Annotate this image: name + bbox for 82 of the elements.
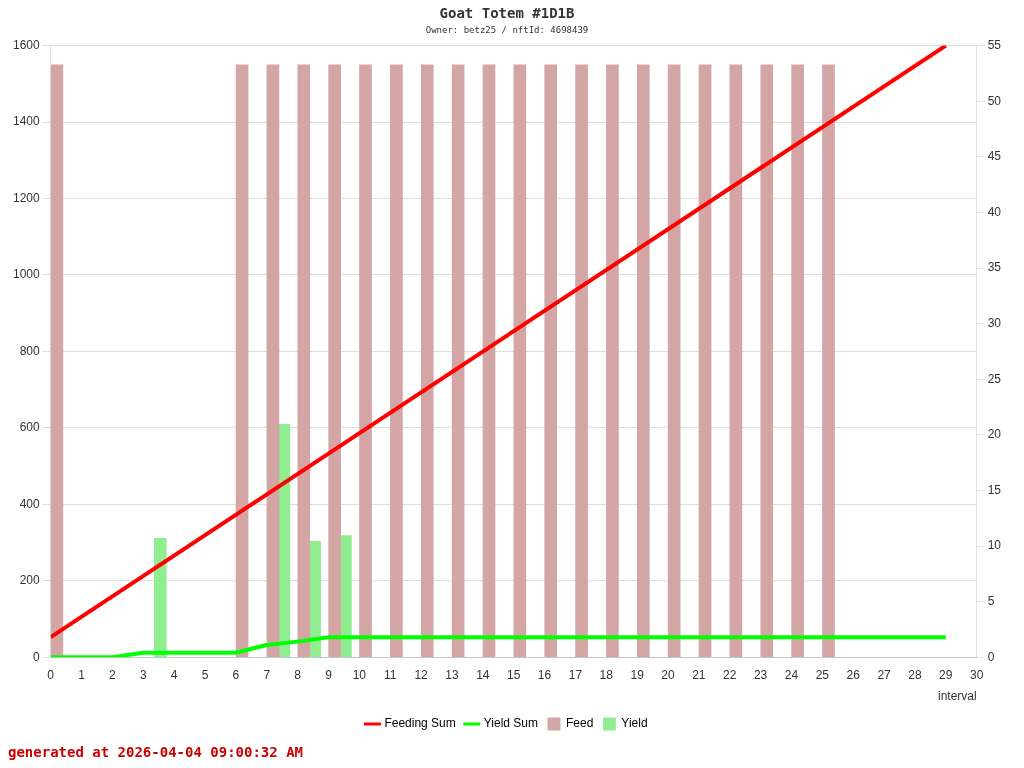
y2-tick-label: 20	[987, 427, 1002, 442]
y-tick-label: 600	[19, 420, 41, 435]
x-tick-label: 10	[352, 667, 367, 682]
x-tick-label: 26	[846, 667, 861, 682]
x-tick-label: 29	[939, 667, 953, 682]
y2-tick-label: 25	[987, 371, 1002, 386]
y2-tick-label: 30	[987, 315, 1002, 330]
legend-label: Feed	[566, 716, 594, 731]
x-tick-label: 21	[692, 667, 706, 682]
bar	[390, 64, 403, 658]
y-tick-label: 1200	[12, 190, 41, 205]
bar	[451, 64, 465, 658]
y-tick-label: 800	[19, 343, 41, 358]
bar	[606, 64, 619, 658]
x-tick-label: 1	[78, 667, 86, 682]
x-tick-label: 12	[414, 667, 429, 682]
x-tick-label: 8	[294, 667, 302, 682]
x-tick-label: 6	[232, 667, 240, 682]
x-tick-label: 18	[599, 667, 614, 682]
bar	[667, 64, 681, 658]
bar	[50, 64, 64, 658]
bar	[153, 537, 167, 658]
y-tick-label: 1600	[12, 37, 41, 52]
x-tick-label: 9	[325, 667, 333, 682]
x-tick-label: 3	[139, 667, 147, 682]
x-tick-label: 15	[506, 667, 521, 682]
y2-tick-label: 35	[987, 260, 1002, 275]
bar	[235, 64, 249, 658]
y-tick-label: 400	[19, 496, 41, 511]
chart-title: Goat Totem #1D1B	[439, 5, 575, 22]
legend-label: Yield Sum	[483, 716, 539, 731]
bar	[297, 64, 311, 658]
bar	[698, 64, 712, 658]
x-tick-label: 14	[476, 667, 490, 682]
bar	[359, 64, 372, 658]
text: generated at 2026-04-04 09:00:32 AM	[8, 744, 304, 760]
y-tick-label: 200	[19, 573, 41, 588]
bar	[575, 64, 588, 658]
x-tick-label: 19	[630, 667, 645, 682]
bar	[791, 64, 804, 658]
x-tick-label: 20	[661, 667, 675, 682]
x-tick-label: 7	[263, 667, 271, 682]
chart-subtitle: Owner: betz25 / nftId: 4698439	[425, 24, 589, 35]
bar	[266, 64, 280, 658]
y2-tick-label: 15	[987, 482, 1002, 497]
y2-tick-label: 0	[987, 649, 995, 664]
x-tick-label: 27	[877, 667, 892, 682]
y2-tick-label: 55	[987, 37, 1002, 52]
legend-label: Yield	[621, 716, 648, 731]
x-tick-label: 25	[815, 667, 830, 682]
y2-tick-label: 5	[987, 593, 995, 608]
x-tick-label: 11	[383, 667, 397, 682]
x-tick-label: 16	[537, 667, 552, 682]
x-tick-label: 23	[753, 667, 768, 682]
bar	[822, 64, 835, 658]
bar	[513, 64, 527, 658]
bar	[482, 64, 496, 658]
y2-tick-label: 50	[987, 93, 1002, 108]
y2-tick-label: 40	[987, 204, 1002, 219]
x-tick-label: 30	[969, 667, 984, 682]
x-tick-label: 28	[908, 667, 922, 682]
bar	[729, 64, 743, 658]
bar	[328, 64, 341, 658]
y-tick-label: 1400	[12, 114, 41, 129]
x-tick-label: 22	[723, 667, 737, 682]
x-axis-title: interval	[937, 689, 977, 704]
x-tick-label: 17	[568, 667, 583, 682]
y-tick-label: 0	[33, 649, 41, 664]
x-tick-label: 24	[784, 667, 799, 682]
x-tick-label: 0	[47, 667, 55, 682]
y-tick-label: 1000	[12, 267, 41, 282]
y2-tick-label: 45	[987, 149, 1002, 164]
bar	[760, 64, 774, 658]
x-tick-label: 5	[201, 667, 209, 682]
bar	[636, 64, 650, 658]
x-tick-label: 13	[445, 667, 459, 682]
x-tick-label: 4	[170, 667, 178, 682]
x-tick-label: 2	[109, 667, 117, 682]
legend-label: Feeding Sum	[384, 716, 456, 731]
bar	[544, 64, 558, 658]
y2-tick-label: 10	[987, 538, 1002, 553]
bar	[420, 64, 434, 658]
